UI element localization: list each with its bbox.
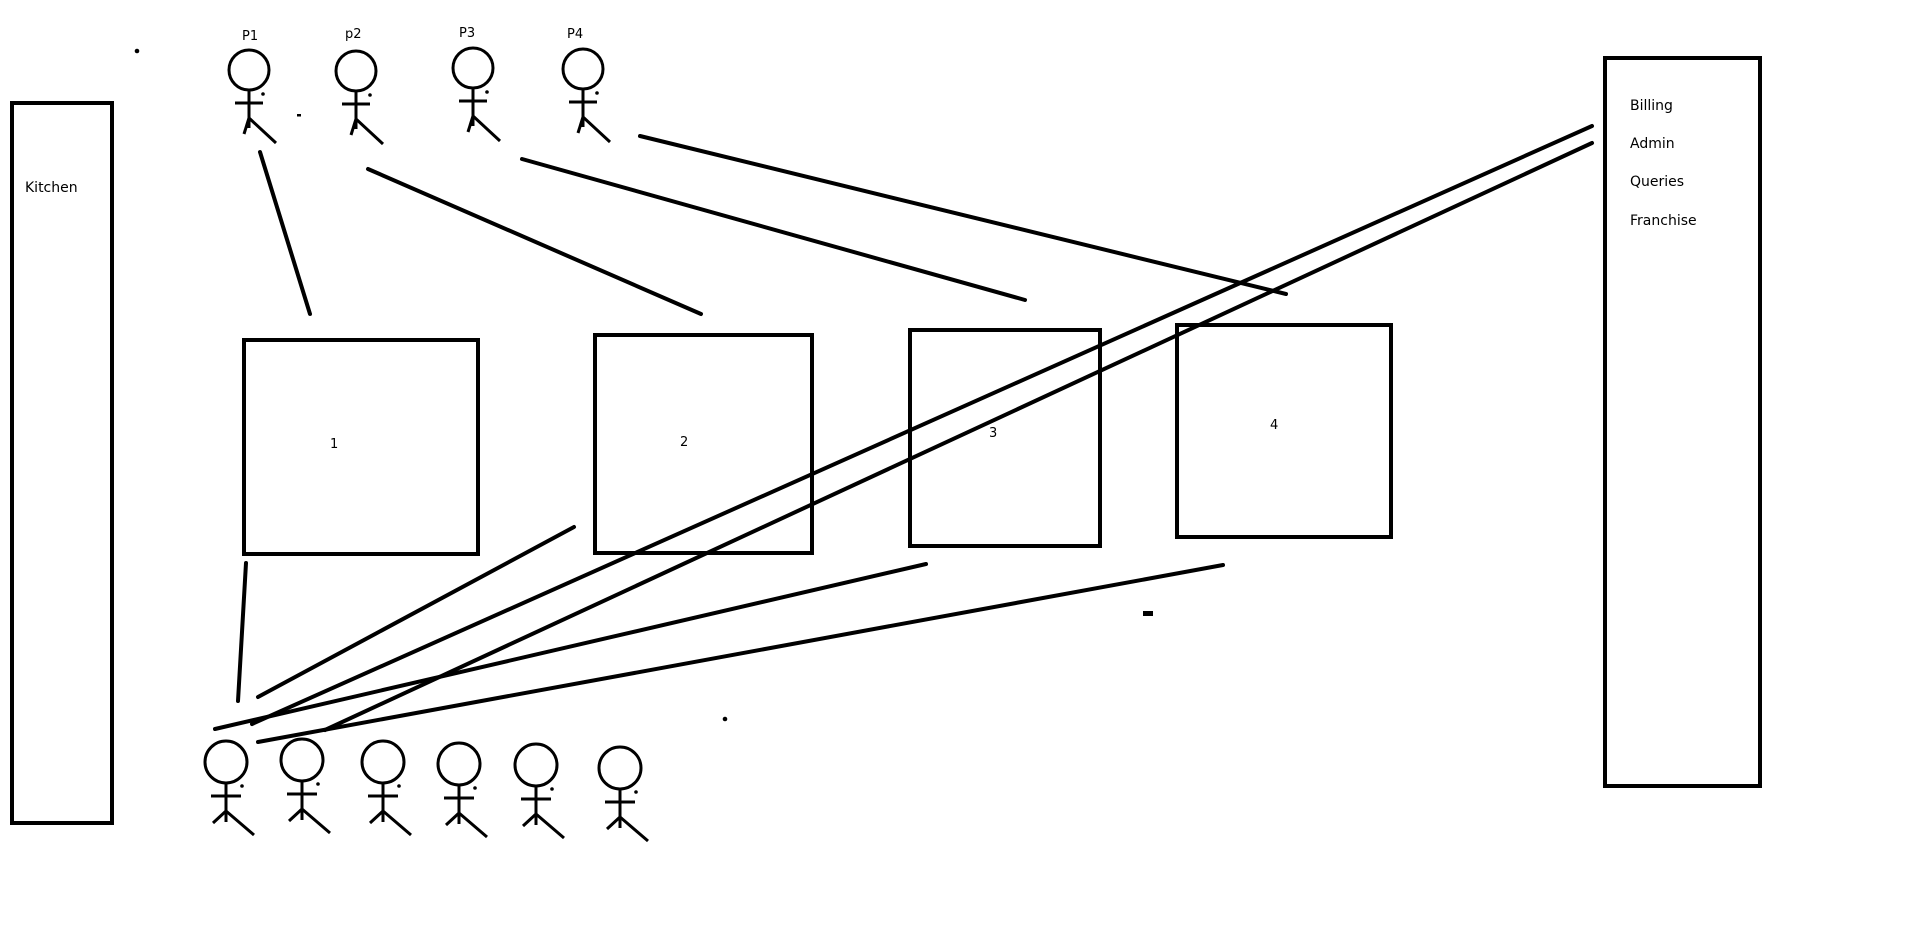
staff-label-p2: p2 bbox=[345, 27, 362, 42]
office-item-admin: Admin bbox=[1630, 136, 1675, 152]
connector-p4-table4 bbox=[638, 134, 1288, 296]
customer-figure bbox=[279, 737, 331, 835]
connector-p3-table3 bbox=[520, 157, 1027, 302]
connector-customer-table2 bbox=[256, 525, 576, 699]
staff-p4 bbox=[561, 47, 612, 144]
connector-p2-table2 bbox=[366, 167, 703, 316]
kitchen-label: Kitchen bbox=[25, 180, 78, 196]
kitchen-block: Kitchen bbox=[10, 101, 114, 825]
table-label: 1 bbox=[330, 437, 338, 452]
office-item-franchise: Franchise bbox=[1630, 213, 1697, 229]
staff-p2 bbox=[334, 49, 385, 146]
staff-label-p4: P4 bbox=[567, 27, 583, 42]
staff-p3 bbox=[451, 46, 502, 143]
connector-customer-table4 bbox=[256, 563, 1225, 744]
stray-dot bbox=[722, 716, 728, 722]
office-item-billing: Billing bbox=[1630, 98, 1673, 114]
connector-customer-table1 bbox=[236, 561, 248, 703]
customer-connectors bbox=[213, 124, 1594, 744]
customer-figure bbox=[360, 739, 412, 837]
kitchen-box bbox=[10, 101, 114, 825]
office-block: Billing Admin Queries Franchise bbox=[1603, 56, 1762, 788]
customer-figure bbox=[203, 739, 255, 837]
stray-dash bbox=[297, 114, 301, 117]
table-4: 4 bbox=[1175, 323, 1393, 539]
table-label: 4 bbox=[1270, 418, 1278, 433]
customer-figure bbox=[597, 745, 649, 843]
table-1: 1 bbox=[242, 338, 480, 556]
table-box bbox=[1175, 323, 1393, 539]
customer-figure bbox=[436, 741, 488, 839]
customer-figure bbox=[513, 742, 565, 840]
connector-customer-office-2 bbox=[323, 141, 1594, 732]
staff-label-p3: P3 bbox=[459, 26, 475, 41]
table-box bbox=[242, 338, 480, 556]
office-item-queries: Queries bbox=[1630, 174, 1684, 190]
table-box bbox=[908, 328, 1102, 548]
staff-group: P1 p2 P3 bbox=[227, 26, 612, 146]
customer-group bbox=[203, 737, 649, 843]
staff-connectors bbox=[258, 134, 1288, 316]
connector-p1-table1 bbox=[258, 150, 312, 316]
office-box bbox=[1603, 56, 1762, 788]
connector-customer-office-1 bbox=[250, 124, 1594, 726]
table-label: 2 bbox=[680, 435, 688, 450]
table-3: 3 bbox=[908, 328, 1102, 548]
staff-p1 bbox=[227, 48, 278, 145]
stray-dash bbox=[1143, 611, 1153, 616]
stray-dot bbox=[134, 48, 140, 54]
table-label: 3 bbox=[989, 426, 997, 441]
staff-label-p1: P1 bbox=[242, 29, 258, 44]
connector-customer-table3 bbox=[213, 562, 928, 731]
stray-marks bbox=[134, 48, 1153, 722]
